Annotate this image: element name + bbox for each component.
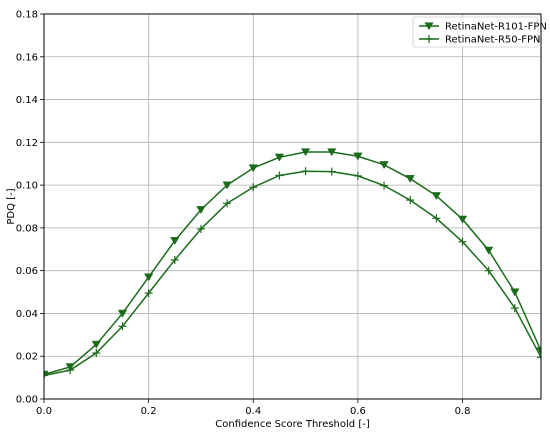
- y-tick-label: 0.14: [16, 95, 38, 106]
- plot-frame: [43, 13, 542, 400]
- series-2-point: [249, 183, 258, 192]
- series-2-point: [118, 322, 127, 331]
- series-1-point: [196, 206, 206, 214]
- series-2-point: [275, 171, 284, 180]
- series-2-point: [170, 255, 179, 264]
- series-1-point: [379, 161, 389, 170]
- series-layer: [44, 148, 541, 380]
- series-2-point: [144, 289, 153, 298]
- series-1-point: [300, 148, 311, 157]
- series-2-point: [510, 304, 519, 313]
- x-axis-label: Confidence Score Threshold [-]: [215, 419, 370, 430]
- series-1-point: [274, 153, 285, 162]
- legend-label: RetinaNet-R50-FPN: [445, 35, 541, 46]
- grid: [43, 13, 541, 400]
- series-2-point: [301, 167, 310, 176]
- series-1-point: [91, 340, 101, 349]
- series-2-point: [223, 199, 232, 208]
- x-tick-label: 0.8: [455, 406, 471, 417]
- series-2-point: [196, 224, 205, 233]
- y-axis-label: PDQ [-]: [6, 188, 17, 224]
- series-1-point: [248, 164, 258, 173]
- series-1-point: [327, 148, 337, 157]
- series-2-point: [406, 196, 415, 205]
- series-2-point: [66, 366, 75, 375]
- x-tick-label: 0.2: [141, 406, 157, 417]
- series-1-point: [431, 192, 442, 201]
- series-2-point: [380, 181, 389, 190]
- x-tick-label: 0.0: [36, 406, 52, 417]
- legend: RetinaNet-R101-FPN RetinaNet-R50-FPN: [412, 16, 547, 48]
- series-1-point: [536, 347, 541, 356]
- series-2-point: [484, 266, 493, 275]
- series-1-point: [222, 181, 232, 190]
- y-tick-label: 0.18: [16, 10, 38, 21]
- series-2-point: [458, 237, 467, 246]
- series-2-point: [92, 349, 101, 358]
- series-2-point: [432, 214, 441, 223]
- y-tick-label: 0.16: [16, 52, 38, 63]
- x-tick-label: 0.4: [245, 406, 261, 417]
- legend-marker: [425, 35, 433, 43]
- y-tick-label: 0.04: [16, 309, 38, 320]
- y-tick-label: 0.00: [16, 395, 38, 406]
- series-1-point: [117, 309, 128, 318]
- series-line-2: [44, 170, 541, 377]
- y-tick-label: 0.06: [16, 266, 38, 277]
- ticks: 0.0 0.2 0.4 0.6 0.8 0.00 0.02 0.04 0.06 0.08 0.10 0…: [16, 10, 471, 418]
- legend-label: RetinaNet-R101-FPN: [445, 22, 547, 33]
- series-2-point: [537, 353, 541, 362]
- series-1-point: [405, 175, 415, 183]
- legend-box: [412, 16, 539, 48]
- series-1-point: [170, 237, 180, 245]
- series-1-point: [457, 215, 468, 224]
- y-tick-label: 0.08: [16, 223, 38, 234]
- series-2-point: [44, 371, 48, 380]
- series-2-point: [327, 167, 336, 176]
- x-tick-label: 0.6: [350, 406, 366, 417]
- y-tick-label: 0.10: [16, 181, 38, 192]
- series-1-point: [353, 152, 363, 161]
- series-1-point: [143, 273, 154, 282]
- y-tick-label: 0.12: [16, 138, 38, 149]
- series-1-point: [484, 246, 494, 255]
- series-line-1: [44, 151, 541, 376]
- series-2-point: [353, 171, 362, 180]
- series-1-point: [510, 288, 520, 297]
- legend-marker: [424, 22, 434, 31]
- y-tick-label: 0.02: [16, 352, 38, 363]
